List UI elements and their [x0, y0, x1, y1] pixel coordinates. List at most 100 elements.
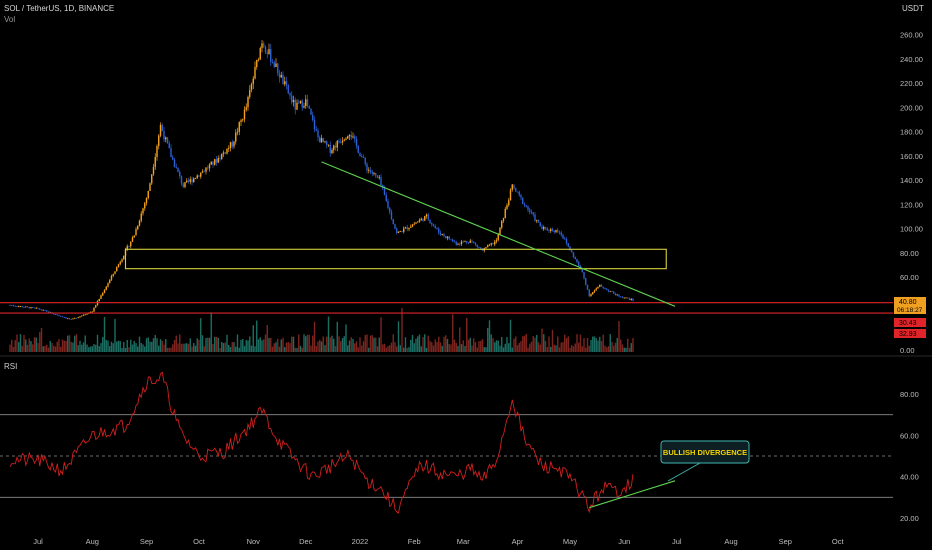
volume-bar [331, 335, 333, 352]
time-tick-label: Sep [140, 537, 153, 546]
price-tag-box [894, 297, 926, 314]
candle-body [201, 171, 204, 173]
candle-body [432, 224, 435, 226]
volume-bar [266, 325, 268, 352]
volume-bar [564, 334, 566, 352]
candle-body [557, 229, 559, 232]
candle-body [250, 83, 253, 90]
volume-bar [327, 316, 330, 352]
candle-body [271, 61, 274, 63]
volume-bar [187, 343, 190, 352]
candle-body [35, 307, 37, 309]
candle-body [544, 227, 547, 228]
price-tag: 30.43 [894, 318, 926, 327]
volume-bar [464, 345, 466, 352]
candle-body [226, 148, 228, 154]
candle-body [280, 75, 282, 78]
volume-bar [68, 335, 71, 352]
volume-bar [408, 347, 410, 352]
candle-body [480, 247, 482, 249]
volume-bar [105, 340, 107, 352]
candle-body [431, 222, 433, 225]
candle-body [555, 229, 557, 233]
candle-body [466, 241, 468, 243]
volume-bar [441, 345, 443, 352]
candle-body [249, 89, 251, 97]
candle-body [308, 105, 310, 109]
volume-bar [352, 338, 354, 352]
candle-body [613, 291, 615, 294]
volume-bar [70, 341, 72, 352]
candle-body [632, 298, 634, 301]
volume-bar [172, 344, 174, 352]
volume-bar [238, 347, 240, 352]
volume-bar [607, 346, 610, 352]
volume-bar [142, 344, 144, 352]
volume-bar [161, 340, 163, 352]
volume-bar [130, 339, 132, 352]
rsi-label: RSI [4, 362, 18, 371]
candle-body [623, 297, 625, 299]
volume-bar [114, 318, 116, 352]
candle-body [200, 172, 202, 177]
candle-body [212, 161, 214, 165]
candle-body [488, 244, 491, 246]
callout-pointer [667, 462, 701, 482]
candle-body [114, 271, 116, 274]
volume-bar [490, 334, 492, 352]
candle-body [319, 137, 321, 143]
candle-body [478, 246, 480, 248]
candle-body [161, 124, 163, 131]
price-tag-countdown: 06:18:27 [897, 307, 923, 314]
candle-body [123, 255, 125, 260]
candle-body [117, 264, 120, 268]
volume-bar [485, 347, 487, 352]
volume-bar [152, 338, 155, 352]
candle-body [371, 172, 373, 174]
volume-bar [166, 347, 169, 352]
candle-body [56, 314, 58, 316]
volume-bar [221, 341, 223, 352]
volume-bar [495, 340, 498, 352]
candle-body [501, 220, 503, 228]
volume-bar [42, 346, 44, 352]
volume-bar [67, 335, 69, 352]
volume-bar [613, 345, 615, 352]
candle-body [140, 213, 142, 221]
volume-bar [590, 340, 592, 352]
candle-body [418, 219, 421, 222]
candle-body [625, 297, 627, 299]
candle-body [445, 236, 447, 238]
volume-bar [179, 334, 181, 352]
volume-bar [415, 338, 417, 352]
candle-body [119, 261, 121, 265]
volume-bar [592, 336, 594, 352]
candle-body [511, 184, 513, 190]
volume-bar [623, 347, 625, 352]
candle-body [621, 297, 624, 298]
candle-body [396, 228, 398, 233]
candle-body [25, 306, 27, 308]
volume-bar [112, 343, 114, 352]
volume-bar [217, 337, 219, 352]
candle-body [268, 49, 270, 55]
candle-body [434, 225, 436, 228]
candle-body [401, 231, 403, 233]
candle-body [487, 245, 489, 248]
candle-body [16, 306, 18, 307]
volume-bar [340, 341, 342, 352]
volume-bar [131, 344, 134, 352]
volume-bar [576, 334, 578, 352]
candle-body [464, 241, 466, 242]
candle-body [324, 141, 326, 143]
candle-body [184, 182, 186, 188]
volume-bar [256, 320, 258, 352]
volume-bar [404, 337, 407, 352]
volume-bars [9, 308, 634, 352]
candle-body [252, 78, 254, 84]
candle-body [166, 137, 169, 144]
candle-body [207, 167, 209, 169]
candle-body [273, 62, 275, 67]
volume-bar [326, 336, 328, 352]
